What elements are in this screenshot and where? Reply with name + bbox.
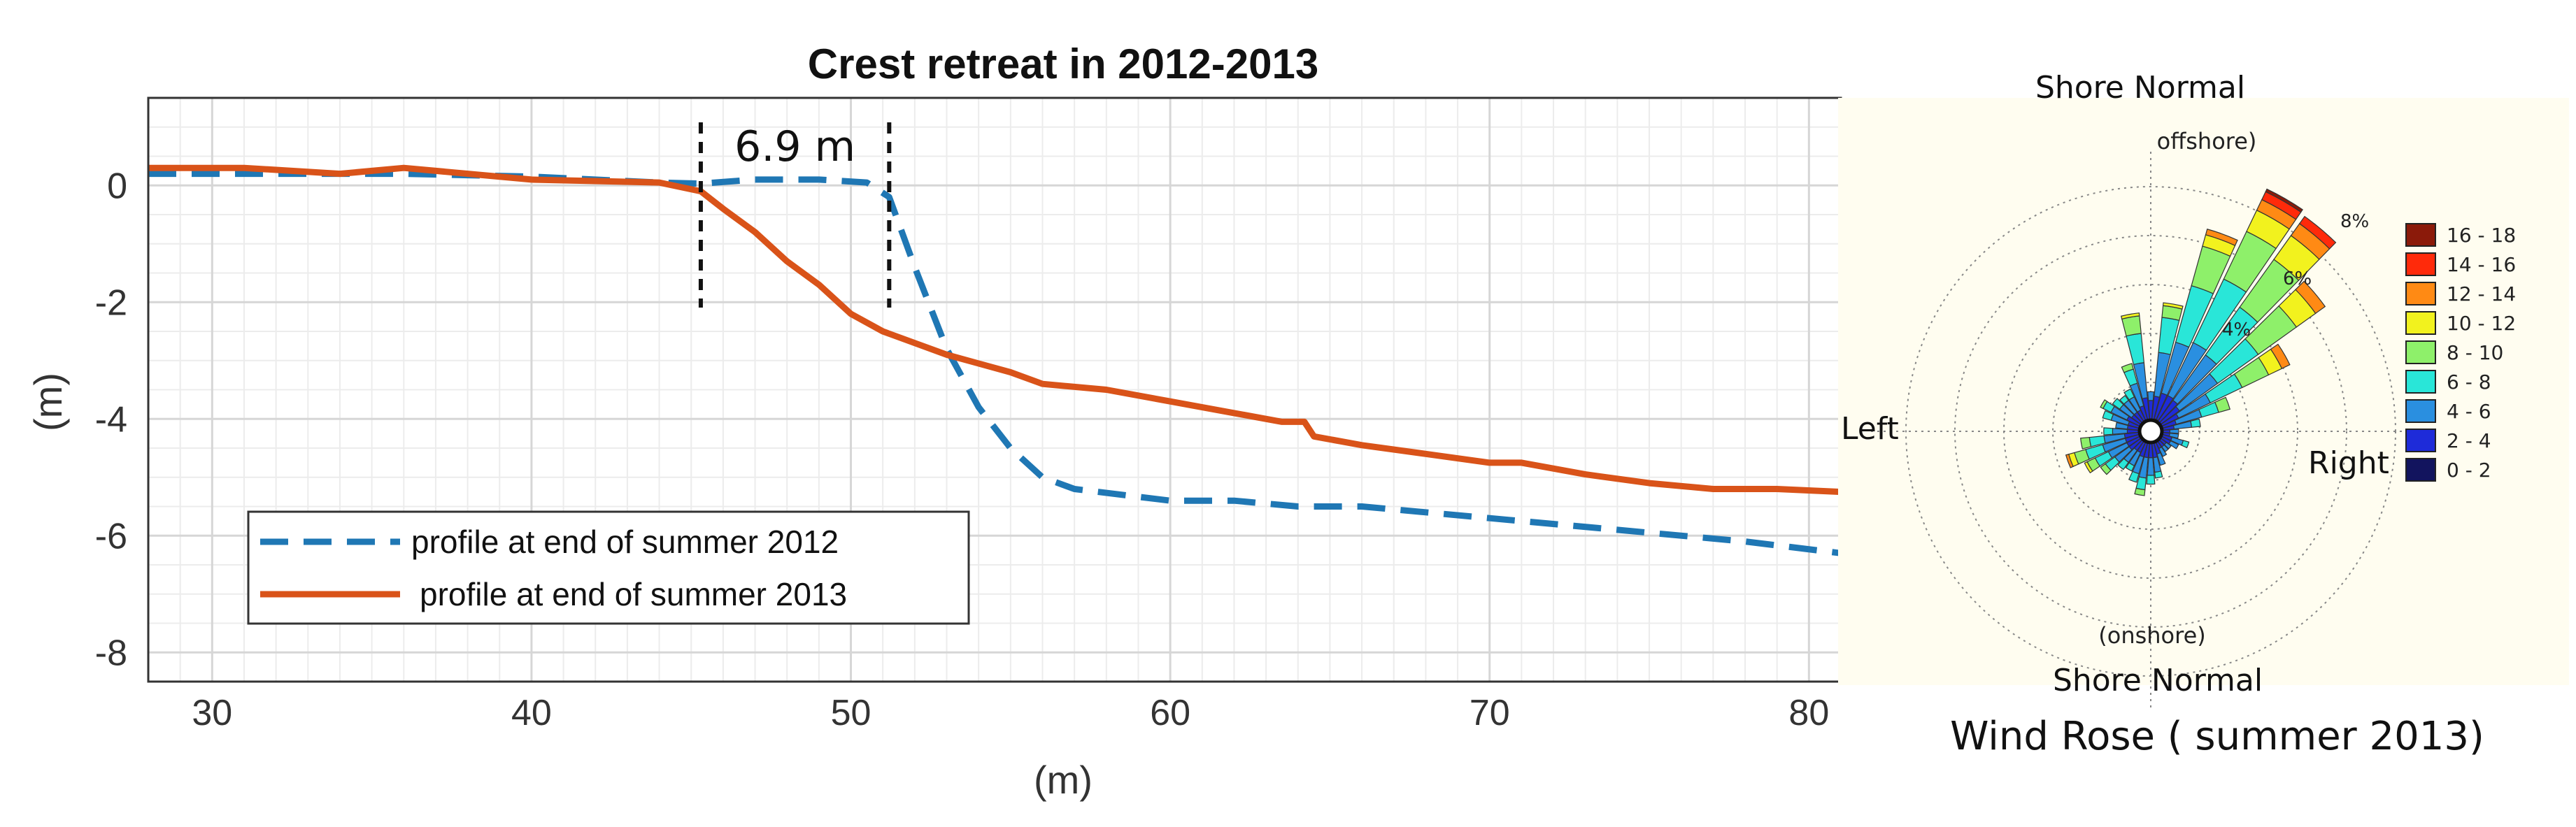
radial-tick-4pct: 4% — [2222, 319, 2251, 340]
x-tick-label: 80 — [1788, 693, 1829, 733]
petal-segment — [2163, 442, 2172, 450]
legend-swatch — [2405, 370, 2436, 394]
petal-segment — [2120, 312, 2140, 320]
petal-segment — [2123, 388, 2135, 401]
petal-segment — [2169, 429, 2179, 434]
petal-segment — [2181, 440, 2190, 449]
series-line-2013 — [148, 164, 1842, 496]
petal-segment — [2147, 457, 2155, 476]
petal-segment — [2161, 444, 2169, 452]
petal-segment — [2214, 396, 2231, 413]
petal-segment — [2147, 391, 2154, 401]
legend: profile at end of summer 2012 profile at… — [247, 510, 970, 625]
direction-label-bottom: Shore Normal — [2053, 663, 2263, 698]
petal-segment — [2265, 188, 2303, 213]
direction-label-left: Left — [1841, 411, 1899, 447]
petal-segment — [2117, 458, 2130, 470]
chart-title: Crest retreat in 2012-2013 — [808, 41, 1318, 87]
x-tick-label: 40 — [511, 693, 552, 733]
speed-legend: 16 - 18 14 - 16 12 - 14 10 - 12 8 - 10 6 - 8 4… — [2405, 223, 2516, 482]
retreat-annotation: 6.9 m — [698, 122, 892, 308]
y-tick-label: 0 — [107, 166, 127, 206]
x-tick-label: 30 — [192, 693, 232, 733]
y-tick-label: -6 — [95, 516, 127, 556]
legend-swatch — [2405, 429, 2436, 452]
petal-segment — [2102, 410, 2114, 421]
legend-label: 4 - 6 — [2447, 400, 2491, 423]
petal-segment — [2080, 436, 2092, 450]
petal-segment — [2162, 302, 2184, 310]
petal-segment — [2128, 470, 2140, 483]
petal-segment — [2205, 229, 2238, 246]
legend-label: 12 - 14 — [2447, 282, 2516, 305]
petal-segment — [2168, 433, 2179, 439]
retreat-distance-label: 6.9 m — [734, 122, 855, 171]
legend-swatch — [2405, 311, 2436, 335]
legend-swatch — [2405, 399, 2436, 423]
radial-tick-6pct: 6% — [2283, 268, 2312, 289]
radial-tick-8pct: 8% — [2340, 211, 2369, 232]
petal-segment — [2103, 427, 2114, 436]
petal-segment — [2125, 462, 2135, 472]
petal-segment — [2100, 463, 2112, 475]
petal-segment — [2065, 454, 2074, 468]
y-axis-label: (m) — [26, 373, 70, 431]
petal-segment — [2112, 428, 2128, 435]
wind-rose-chart: 4% 6% 8% Shore Normal offshore) Left Rig… — [1838, 70, 2569, 759]
legend-swatch — [2405, 282, 2436, 305]
rose-center — [2137, 418, 2164, 445]
legend-label: 8 - 10 — [2447, 341, 2503, 364]
legend-label-2012: profile at end of summer 2012 — [411, 524, 839, 560]
direction-sublabel-bottom: (onshore) — [2098, 622, 2206, 649]
petal-segment — [2115, 422, 2129, 430]
x-axis-label: (m) — [1034, 758, 1093, 802]
legend-swatch — [2405, 223, 2436, 247]
legend-label: 14 - 16 — [2447, 253, 2516, 276]
petal-segment — [2295, 280, 2326, 315]
petal-segment — [2168, 440, 2179, 450]
petal-segment — [2298, 215, 2337, 250]
axis-ticks: 30 40 50 60 70 80 0 -2 -4 -6 -8 — [95, 166, 1830, 733]
y-tick-label: -2 — [95, 282, 127, 323]
petal-segment — [2158, 446, 2168, 457]
legend-label: 0 - 2 — [2447, 459, 2491, 482]
legend-swatch — [2405, 458, 2436, 482]
petal-segment — [2084, 461, 2093, 474]
petal-segment — [2156, 452, 2166, 466]
direction-label-right: Right — [2308, 445, 2389, 481]
petal-segment — [2146, 475, 2156, 485]
legend-label: 2 - 4 — [2447, 429, 2491, 452]
radial-tick-labels: 4% 6% 8% — [2222, 211, 2369, 340]
x-tick-label: 70 — [1470, 693, 1510, 733]
wind-rose-title: Wind Rose ( summer 2013) — [1950, 714, 2484, 759]
petal-segment — [2154, 470, 2163, 479]
legend-label: 6 - 8 — [2447, 371, 2491, 394]
petal-segment — [2134, 487, 2146, 496]
series-layer — [148, 164, 1842, 556]
legend-box — [247, 510, 970, 625]
legend-label: 16 - 18 — [2447, 224, 2516, 247]
crest-retreat-chart: Crest retreat in 2012-2013 30 40 50 60 70 80 0… — [26, 41, 1842, 802]
y-tick-label: -4 — [95, 399, 127, 440]
x-tick-label: 50 — [831, 693, 871, 733]
legend-label: 10 - 12 — [2447, 312, 2516, 335]
legend-label-2013: profile at end of summer 2013 — [420, 576, 847, 612]
radial-ring — [1954, 235, 2347, 628]
petal-segment — [2112, 398, 2124, 410]
direction-sublabel-top: offshore) — [2157, 128, 2257, 154]
petal-segment — [2121, 363, 2134, 373]
petal-segment — [2190, 418, 2201, 428]
petal-segment — [2100, 399, 2108, 410]
x-tick-label: 60 — [1150, 693, 1190, 733]
direction-label-top: Shore Normal — [2035, 70, 2245, 106]
petal-segment — [2119, 394, 2130, 405]
y-tick-label: -8 — [95, 633, 127, 673]
legend-swatch — [2405, 340, 2436, 364]
legend-swatch — [2405, 252, 2436, 276]
petal-segment — [2270, 343, 2291, 369]
